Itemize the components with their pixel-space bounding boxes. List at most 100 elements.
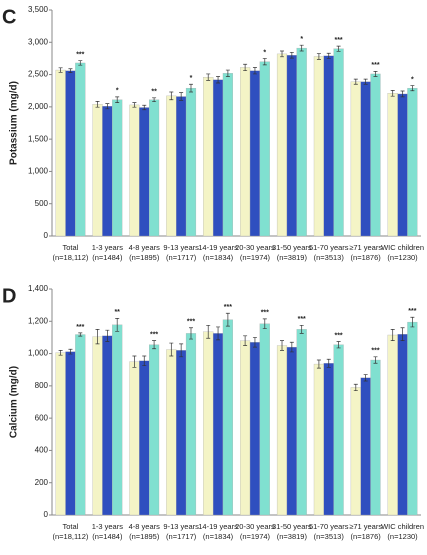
x-tick-label: 31-50 years [272,243,312,252]
error-bar [105,103,110,110]
bar [323,363,334,516]
significance: ** [114,309,120,316]
bar [240,67,251,237]
bar [112,324,123,516]
bar [75,334,86,516]
bar [92,336,103,516]
error-bar [316,53,321,60]
bar [249,342,261,516]
significance: *** [187,319,195,326]
bar [129,104,140,237]
significance: ** [151,89,157,96]
significance: * [300,36,303,43]
error-bar [95,329,100,345]
x-tick-label: ≥71 years [349,243,382,252]
error-bar [206,324,211,339]
error-bar [115,96,120,104]
x-tick-count: (n=1974) [240,532,271,541]
error-bar [142,355,147,367]
error-bar [216,326,221,341]
error-bar [68,348,73,355]
error-bar [142,104,147,111]
error-bar [373,356,378,364]
bar [313,363,324,516]
bar [323,55,334,237]
error-bar [78,332,83,337]
significance: * [116,88,119,95]
error-bar [169,342,174,357]
bar [203,331,214,516]
error-bar [132,102,137,108]
bar [407,321,418,516]
bar [222,73,233,237]
bar [370,359,381,516]
error-bar [169,91,174,101]
x-tick-label: WIC children [381,522,424,531]
x-tick-count: (n=3513) [314,532,345,541]
x-tick-count: (n=1974) [240,253,271,262]
error-bar [326,358,331,368]
error-bar [243,335,248,346]
bar [212,79,224,237]
error-bar [58,67,63,73]
bar [286,55,297,237]
bar [350,387,361,516]
bar [286,346,297,516]
x-tick-label: Total [63,243,79,252]
bar [149,344,160,516]
x-tick-label: 20-30 years [235,243,275,252]
x-tick-label: 9-13 years [163,522,199,531]
y-tick-label: 200 [35,478,49,487]
y-axis-label: Calcium (mg/d) [9,366,20,438]
bar [370,73,381,237]
significance: *** [224,304,232,311]
bar [139,360,150,516]
error-bar [179,343,184,358]
x-tick-count: (n=1230) [387,253,418,262]
x-tick-count: (n=3819) [277,253,308,262]
bar [407,87,418,237]
bar [102,335,113,516]
error-bar [206,73,211,81]
error-bar [353,78,358,85]
error-bar [336,341,341,349]
error-bar [252,337,257,348]
error-bar [410,85,415,92]
bar [333,48,344,237]
error-bar [262,58,267,66]
error-bar [316,359,321,369]
bar [102,106,113,237]
bar [75,62,86,237]
x-tick-label: 20-30 years [235,522,275,531]
bar [387,93,398,237]
significance: *** [334,37,342,44]
y-tick-label: 1,000 [28,349,49,358]
bar [185,333,197,516]
error-bar [390,329,395,342]
significance: *** [76,52,84,59]
bar [360,377,371,516]
y-tick-label: 500 [35,199,49,208]
bar [397,334,408,516]
y-tick-label: 400 [35,446,49,455]
bar [350,81,361,237]
x-tick-count: (n=3819) [277,532,308,541]
x-tick-count: (n=1484) [92,532,123,541]
x-tick-label: 14-19 years [198,243,238,252]
error-bar [225,69,230,77]
bar [203,77,214,237]
significance: *** [261,310,269,317]
bar [92,104,103,237]
bar [139,107,150,237]
x-tick-label: 14-19 years [198,522,238,531]
x-tick-count: (n=1717) [166,253,197,262]
error-bar [58,349,63,356]
error-bar [78,60,83,66]
bar [65,351,76,516]
x-tick-count: (n=1230) [387,532,418,541]
error-bar [188,83,193,93]
error-bar [363,374,368,382]
error-bar [179,92,184,101]
significance: *** [371,348,379,355]
